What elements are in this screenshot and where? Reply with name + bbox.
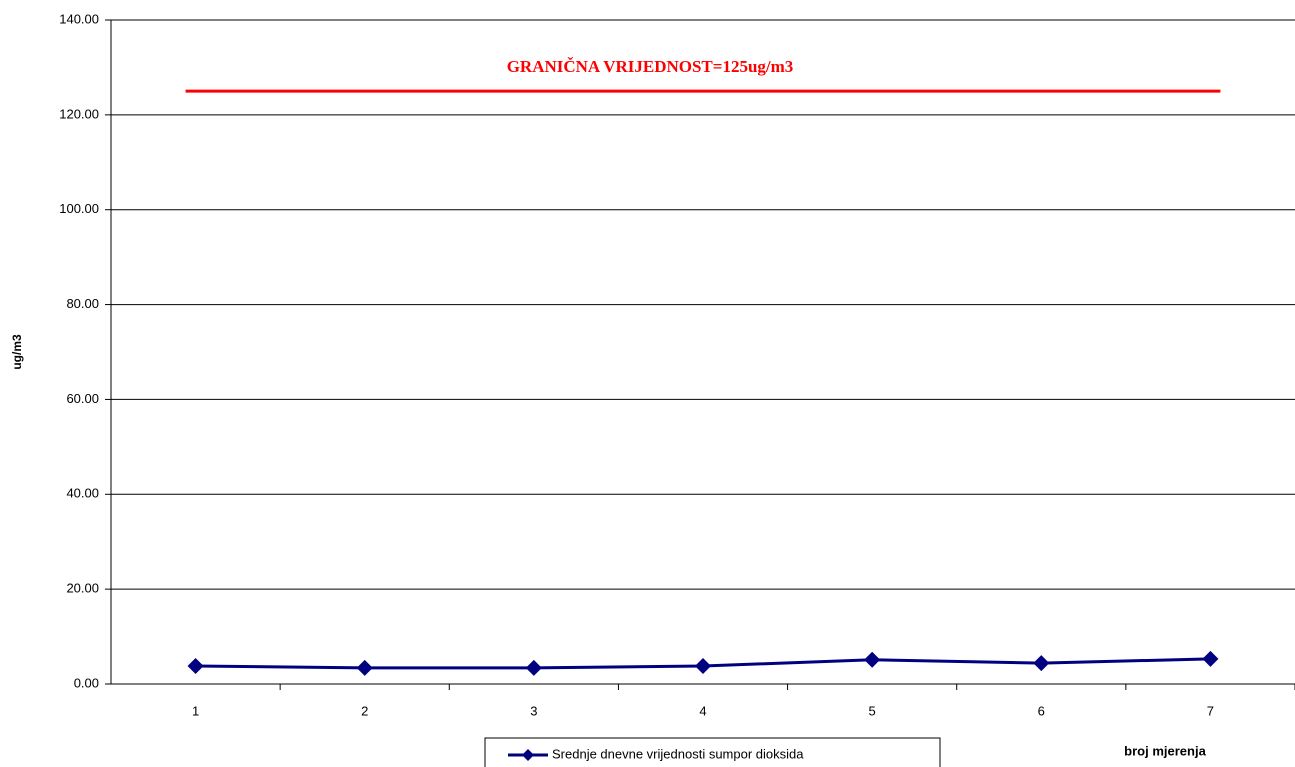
legend-marker xyxy=(522,749,534,761)
y-tick-label: 40.00 xyxy=(66,486,99,501)
data-point xyxy=(1202,650,1219,667)
x-axis-label: broj mjerenja xyxy=(1124,743,1206,758)
legend-label: Srednje dnevne vrijednosti sumpor dioksi… xyxy=(552,746,804,761)
x-tick-label: 2 xyxy=(361,703,368,718)
legend-box xyxy=(484,737,941,767)
x-tick-label: 6 xyxy=(1038,703,1045,718)
y-tick-label: 120.00 xyxy=(59,106,99,121)
data-point xyxy=(525,659,542,676)
data-point xyxy=(187,657,204,674)
data-point xyxy=(695,657,711,674)
y-tick-label: 140.00 xyxy=(59,11,99,26)
y-tick-label: 20.00 xyxy=(66,581,99,596)
x-tick-label: 3 xyxy=(530,703,537,718)
annotation: GRANIČNA VRIJEDNOST=125ug/m3 xyxy=(507,57,794,76)
x-tick-label: 1 xyxy=(192,703,199,718)
x-tick-label: 5 xyxy=(869,703,876,718)
y-tick-label: 0.00 xyxy=(74,675,99,690)
data-point xyxy=(1033,655,1050,672)
y-tick-label: 100.00 xyxy=(59,201,99,216)
y-tick-label: 80.00 xyxy=(66,296,99,311)
data-point xyxy=(356,659,373,676)
data-point xyxy=(864,651,881,668)
y-axis-label: ug/m3 xyxy=(10,334,24,370)
x-tick-label: 7 xyxy=(1207,703,1214,718)
x-tick-label: 4 xyxy=(699,703,706,718)
y-tick-label: 60.00 xyxy=(66,391,99,406)
